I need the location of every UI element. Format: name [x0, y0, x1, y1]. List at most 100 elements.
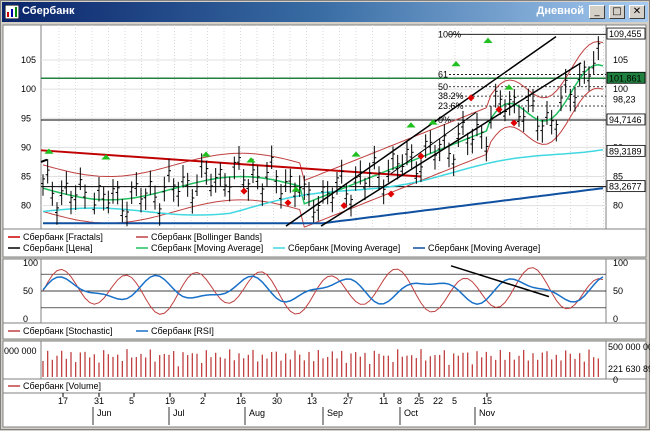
- price-tick-right: 85: [613, 172, 623, 182]
- volume-value-tag: 221 630 89: [608, 364, 650, 374]
- x-tick-day: 31: [94, 396, 104, 406]
- volume-axis-right: [605, 340, 647, 380]
- time-axis: [2, 392, 647, 428]
- fibo-label: 100%: [438, 29, 461, 39]
- fractal-down-marker: [284, 199, 292, 207]
- legend-item: Сбербанк [RSI]: [151, 326, 214, 336]
- x-tick-day: 19: [165, 396, 175, 406]
- x-month-label: Sep: [327, 408, 343, 418]
- fractal-up-marker: [44, 148, 54, 154]
- price-tick-right: 100: [613, 84, 628, 94]
- volume-axis-left: [2, 340, 42, 380]
- price-tag-label: 109,455: [609, 29, 642, 39]
- x-tick-day: 27: [343, 396, 353, 406]
- price-tick-right: 105: [613, 55, 628, 65]
- price-tag-label: 101,861: [609, 73, 642, 83]
- fibo-label: 23.6%: [438, 101, 464, 111]
- fractal-down-marker: [340, 202, 348, 210]
- title-bar[interactable]: Сбербанк Дневной _ □ ✕: [2, 2, 648, 22]
- x-month-label: Aug: [249, 408, 265, 418]
- legend-item: Сбербанк [Volume]: [23, 381, 101, 391]
- osc-trendline: [450, 265, 550, 298]
- volume-tick-left: 000 000: [4, 346, 37, 356]
- osc-legend-area: [2, 322, 647, 340]
- x-tick-day: 15: [482, 396, 492, 406]
- x-month-label: Jul: [173, 408, 185, 418]
- trendline-resistance: [40, 149, 422, 178]
- fractal-up-marker: [406, 122, 416, 128]
- price-tick-right: 98,23: [613, 94, 636, 104]
- price-tick-left: 90: [21, 142, 31, 152]
- fractal-down-marker: [240, 187, 248, 195]
- fractal-up-marker: [291, 186, 301, 192]
- osc-tick-left: 100: [23, 258, 38, 268]
- fractal-down-marker: [467, 94, 475, 102]
- x-tick-day: 25: [414, 396, 424, 406]
- minimize-button[interactable]: _: [589, 5, 605, 19]
- fractal-up-marker: [201, 151, 211, 157]
- fibo-label: 50: [438, 82, 448, 92]
- timeframe-label[interactable]: Дневной: [536, 5, 585, 17]
- price-tag-box: [606, 180, 646, 193]
- x-tick-day: 17: [58, 396, 68, 406]
- fibo-label: 0%: [438, 115, 451, 125]
- ma-slow-line: [43, 187, 604, 225]
- price-tick-left: 95: [21, 113, 31, 123]
- osc-tick-right: 100: [613, 258, 628, 268]
- x-tick-day: 8: [397, 396, 402, 406]
- osc-axis-left: [2, 258, 42, 324]
- channel-lower: [320, 62, 582, 227]
- channel-upper: [285, 36, 557, 227]
- x-tick-day: 11: [379, 396, 388, 406]
- price-tag-label: 83,2677: [609, 182, 642, 192]
- price-tag-label: 89,3189: [609, 146, 642, 156]
- volume-tick-zero: 0: [613, 375, 618, 385]
- fractal-down-marker: [417, 152, 425, 160]
- window-title: Сбербанк: [22, 5, 75, 17]
- x-tick-day: 16: [236, 396, 246, 406]
- bollinger-lower: [42, 87, 604, 228]
- maximize-button[interactable]: □: [609, 5, 625, 19]
- price-tag-box: [606, 71, 646, 84]
- osc-tick-right: 0: [613, 314, 618, 324]
- x-tick-day: 22: [433, 396, 443, 406]
- fractal-down-marker: [387, 190, 395, 198]
- fractal-up-marker: [428, 119, 438, 125]
- price-tag-label: 94,7146: [609, 115, 642, 125]
- price-tag-box: [606, 113, 646, 126]
- price-tag-box: [606, 27, 646, 40]
- x-tick-day: 2: [200, 396, 205, 406]
- legend-item: Сбербанк [Moving Average]: [428, 243, 540, 253]
- legend-item: Сбербанк [Stochastic]: [23, 326, 112, 336]
- close-button[interactable]: ✕: [629, 5, 645, 19]
- fractal-up-marker: [351, 151, 361, 157]
- volume-tick-right: 500 000 000: [608, 342, 650, 352]
- osc-axis-right: [605, 258, 647, 324]
- price-legend-area: [2, 228, 647, 258]
- fractal-up-marker: [101, 154, 111, 160]
- fractal-up-marker: [246, 157, 256, 163]
- osc-tick-right: 50: [613, 286, 623, 296]
- x-tick-day: 5: [129, 396, 134, 406]
- trendline-stub: [40, 158, 48, 163]
- app-icon: [5, 5, 19, 19]
- osc-tick-left: 50: [23, 286, 33, 296]
- fractal-up-marker: [504, 84, 514, 90]
- x-tick-day: 5: [452, 396, 457, 406]
- x-tick-day: 13: [307, 396, 317, 406]
- fibo-label: 38.2%: [438, 91, 464, 101]
- fibo-label: 61: [438, 70, 448, 80]
- legend-item: Сбербанк [Moving Average]: [151, 243, 263, 253]
- x-month-label: Nov: [479, 408, 496, 418]
- legend-item: Сбербанк [Fractals]: [23, 232, 103, 242]
- fractal-down-marker: [495, 106, 503, 114]
- x-tick-day: 30: [272, 396, 282, 406]
- price-tick-left: 85: [21, 172, 31, 182]
- rsi-line: [42, 274, 604, 305]
- fractal-up-marker: [483, 37, 493, 43]
- x-month-label: Oct: [404, 408, 419, 418]
- legend-item: Сбербанк [Moving Average]: [288, 243, 400, 253]
- legend-item: Сбербанк [Bollinger Bands]: [151, 232, 262, 242]
